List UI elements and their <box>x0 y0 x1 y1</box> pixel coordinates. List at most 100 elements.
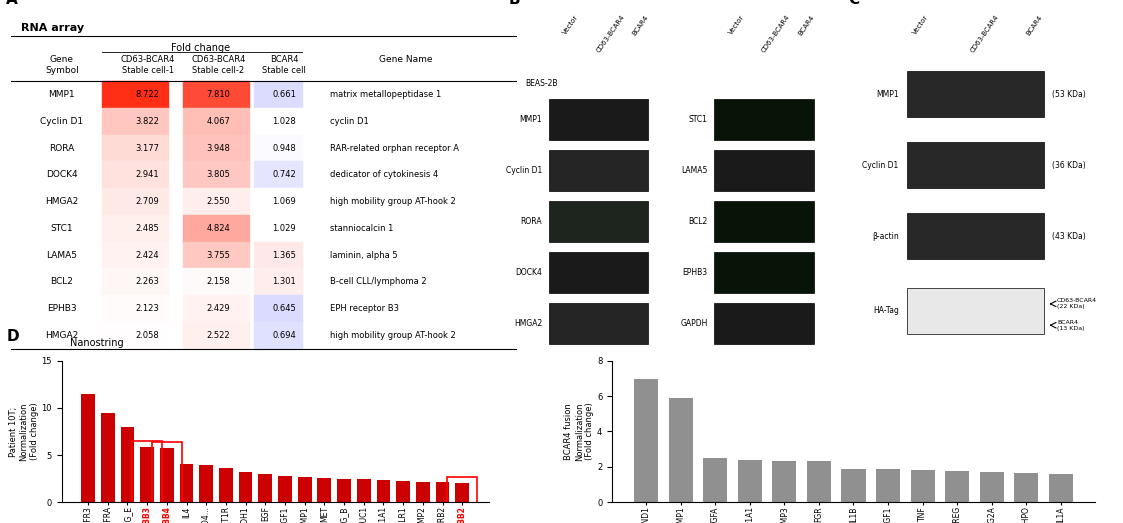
Bar <box>714 303 814 344</box>
Bar <box>738 460 761 502</box>
Text: (53 KDa): (53 KDa) <box>1052 89 1086 98</box>
Text: 2.429: 2.429 <box>207 304 230 313</box>
Text: (43 KDa): (43 KDa) <box>1052 232 1086 241</box>
Text: 2.522: 2.522 <box>207 331 230 340</box>
Text: RORA: RORA <box>49 144 74 153</box>
Text: 2.424: 2.424 <box>136 251 159 259</box>
Bar <box>183 268 249 295</box>
Text: CD63-BCAR4
Stable cell-2: CD63-BCAR4 Stable cell-2 <box>191 55 246 75</box>
Text: 4.067: 4.067 <box>207 117 230 126</box>
Bar <box>1014 473 1039 502</box>
Bar <box>102 242 168 268</box>
Text: MMP1: MMP1 <box>876 89 898 98</box>
Bar <box>376 480 391 502</box>
Bar <box>254 81 302 108</box>
Bar <box>183 215 249 242</box>
Bar <box>102 215 168 242</box>
Bar <box>549 99 648 140</box>
Text: cyclin D1: cyclin D1 <box>330 117 368 126</box>
Text: Vector: Vector <box>912 14 930 36</box>
Bar <box>180 464 193 502</box>
Text: HA-Tag: HA-Tag <box>873 306 898 315</box>
Text: Cyclin D1: Cyclin D1 <box>505 166 542 175</box>
Bar <box>357 480 371 502</box>
Bar <box>714 201 814 242</box>
Bar <box>906 71 1044 117</box>
Bar <box>906 288 1044 334</box>
Bar <box>254 268 302 295</box>
Text: Vector: Vector <box>562 14 579 36</box>
Text: DOCK4: DOCK4 <box>515 268 542 277</box>
Text: CD63-BCAR4
(22 KDa): CD63-BCAR4 (22 KDa) <box>1057 299 1097 309</box>
Bar <box>279 476 292 502</box>
Text: 1.069: 1.069 <box>272 197 296 206</box>
Bar <box>254 215 302 242</box>
Text: 1.028: 1.028 <box>272 117 296 126</box>
Text: BCAR4: BCAR4 <box>1025 14 1043 37</box>
Bar <box>254 135 302 162</box>
Text: BCAR4
(13 KDa): BCAR4 (13 KDa) <box>1057 320 1085 331</box>
Text: 2.550: 2.550 <box>207 197 230 206</box>
Text: HMGA2: HMGA2 <box>514 319 542 328</box>
Text: B-cell CLL/lymphoma 2: B-cell CLL/lymphoma 2 <box>330 277 427 287</box>
Text: CD63-BCAR4: CD63-BCAR4 <box>760 14 792 54</box>
Text: 7.810: 7.810 <box>207 90 230 99</box>
Bar <box>102 108 168 135</box>
Bar <box>183 162 249 188</box>
Text: BCL2: BCL2 <box>688 217 707 226</box>
Text: 1.365: 1.365 <box>272 251 296 259</box>
Bar <box>102 268 168 295</box>
Text: β-actin: β-actin <box>871 232 898 241</box>
Bar <box>876 470 901 502</box>
Bar <box>806 461 831 502</box>
Bar <box>102 295 168 322</box>
Text: dedicator of cytokinesis 4: dedicator of cytokinesis 4 <box>330 170 438 179</box>
Text: Fold change: Fold change <box>171 43 230 53</box>
Bar <box>906 142 1044 188</box>
Text: Vector: Vector <box>728 14 746 36</box>
Text: laminin, alpha 5: laminin, alpha 5 <box>330 251 398 259</box>
Text: A: A <box>7 0 18 7</box>
Bar <box>183 81 249 108</box>
Bar <box>549 201 648 242</box>
Bar <box>703 458 728 502</box>
Text: 3.805: 3.805 <box>207 170 230 179</box>
Text: 2.941: 2.941 <box>136 170 159 179</box>
Bar <box>549 150 648 191</box>
Text: 3.822: 3.822 <box>136 117 159 126</box>
Text: HMGA2: HMGA2 <box>45 331 79 340</box>
Text: DOCK4: DOCK4 <box>46 170 77 179</box>
Text: 2.263: 2.263 <box>136 277 159 287</box>
Text: EPHB3: EPHB3 <box>683 268 707 277</box>
Text: EPHB3: EPHB3 <box>47 304 76 313</box>
Bar <box>254 108 302 135</box>
Bar <box>337 479 351 502</box>
Bar <box>183 135 249 162</box>
Text: STC1: STC1 <box>688 115 707 124</box>
Text: STC1: STC1 <box>51 224 73 233</box>
Bar <box>773 461 796 502</box>
Text: 3.177: 3.177 <box>136 144 159 153</box>
Bar <box>436 482 449 502</box>
Bar <box>634 379 658 502</box>
Y-axis label: Patient 10T;
Normalization
(Fold change): Patient 10T; Normalization (Fold change) <box>9 402 39 461</box>
Bar <box>183 295 249 322</box>
Text: (36 KDa): (36 KDa) <box>1052 161 1086 169</box>
Bar <box>549 303 648 344</box>
Text: LAMA5: LAMA5 <box>46 251 77 259</box>
Bar <box>219 468 232 502</box>
Text: 0.694: 0.694 <box>272 331 296 340</box>
Text: EPH receptor B3: EPH receptor B3 <box>330 304 399 313</box>
Bar <box>396 481 410 502</box>
Bar <box>239 472 253 502</box>
Bar <box>298 476 311 502</box>
Bar <box>102 81 168 108</box>
Text: MMP1: MMP1 <box>48 90 75 99</box>
Bar <box>140 448 154 502</box>
Text: RNA array: RNA array <box>21 22 84 32</box>
Bar <box>549 252 648 293</box>
Text: stanniocalcin 1: stanniocalcin 1 <box>330 224 393 233</box>
Text: Cyclin D1: Cyclin D1 <box>862 161 898 169</box>
Text: 0.742: 0.742 <box>272 170 296 179</box>
Text: BCAR4
Stable cell: BCAR4 Stable cell <box>262 55 307 75</box>
